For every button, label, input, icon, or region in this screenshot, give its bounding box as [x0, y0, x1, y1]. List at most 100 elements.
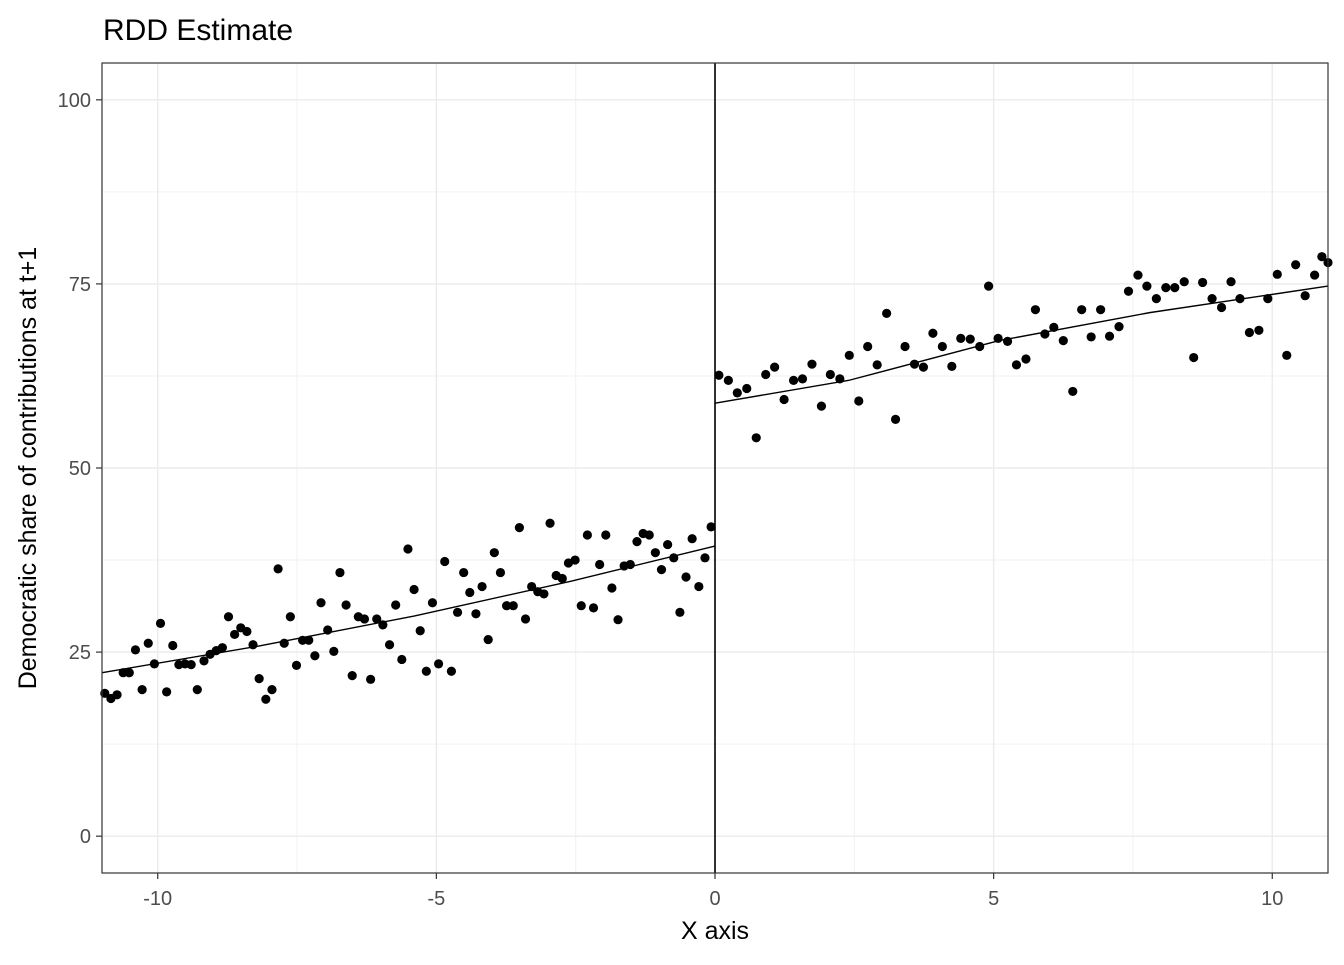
data-point-right — [788, 375, 799, 385]
data-point-right — [779, 394, 789, 405]
data-point-left — [223, 612, 234, 622]
data-point-right — [807, 359, 817, 369]
data-point-left — [137, 685, 147, 695]
data-point-left — [663, 539, 673, 550]
x-tick-label: 0 — [709, 888, 720, 910]
data-point-left — [335, 567, 345, 578]
data-point-left — [706, 522, 716, 532]
data-point-left — [433, 659, 444, 669]
data-point-right — [975, 341, 985, 352]
data-point-left — [440, 556, 450, 567]
data-point-left — [372, 614, 382, 624]
data-point-left — [347, 671, 357, 681]
data-point-left — [471, 609, 481, 619]
data-point-left — [267, 685, 277, 695]
data-point-left — [124, 668, 134, 678]
data-point-left — [415, 626, 425, 636]
data-point-right — [844, 350, 854, 360]
data-point-left — [329, 646, 339, 656]
y-tick-label: 75 — [69, 274, 91, 296]
x-tick-label: -10 — [143, 888, 172, 910]
data-point-right — [1142, 281, 1152, 291]
data-point-right — [947, 361, 957, 371]
y-tick-label: 100 — [58, 90, 91, 112]
data-point-right — [854, 396, 864, 406]
data-point-right — [1086, 332, 1096, 342]
data-point-right — [1040, 329, 1050, 339]
data-point-right — [1058, 336, 1068, 346]
data-point-right — [797, 374, 808, 384]
data-point-left — [452, 607, 463, 617]
data-point-right — [872, 360, 882, 370]
data-point-right — [890, 414, 901, 424]
data-point-left — [650, 548, 660, 558]
data-point-left — [508, 601, 518, 611]
x-tick-label: 5 — [988, 888, 999, 910]
y-tick-label: 25 — [69, 642, 91, 664]
data-point-left — [384, 640, 395, 650]
data-point-left — [495, 567, 506, 578]
data-point-right — [1263, 294, 1273, 304]
data-point-left — [199, 656, 209, 666]
data-point-right — [751, 433, 761, 443]
data-point-left — [273, 564, 283, 574]
data-point-right — [825, 369, 835, 380]
data-point-left — [700, 553, 710, 563]
data-point-right — [1317, 252, 1327, 262]
data-point-left — [397, 654, 407, 665]
data-point-right — [1272, 269, 1282, 279]
data-point-left — [186, 660, 196, 670]
data-point-left — [514, 523, 524, 533]
data-point-right — [882, 308, 892, 318]
data-point-right — [1068, 386, 1078, 397]
data-point-left — [155, 618, 166, 628]
data-point-right — [1011, 360, 1022, 370]
data-point-right — [1300, 291, 1310, 301]
data-point-left — [601, 530, 611, 540]
data-point-left — [242, 626, 252, 637]
data-point-left — [675, 607, 685, 617]
data-layer — [100, 63, 1333, 873]
data-point-left — [656, 565, 667, 575]
data-point-left — [427, 598, 438, 608]
data-point-right — [1123, 286, 1134, 296]
x-axis-label: X axis — [681, 917, 749, 945]
data-point-right — [937, 341, 947, 352]
data-point-left — [143, 638, 153, 648]
data-point-left — [539, 589, 549, 599]
data-point-right — [1114, 322, 1124, 332]
data-point-right — [984, 281, 994, 291]
data-point-right — [965, 334, 975, 344]
data-point-right — [1077, 305, 1087, 315]
x-tick-label: -5 — [427, 888, 445, 910]
data-point-right — [732, 388, 742, 398]
y-tick-label: 50 — [69, 458, 91, 480]
data-point-left — [477, 581, 487, 592]
data-point-right — [723, 375, 733, 385]
data-point-right — [1244, 327, 1255, 338]
data-point-right — [816, 401, 827, 411]
data-point-right — [1310, 270, 1320, 280]
data-point-right — [1096, 305, 1106, 315]
data-point-left — [694, 581, 704, 592]
data-point-left — [421, 666, 431, 676]
data-point-right — [1179, 277, 1189, 287]
y-axis-label: Democratic share of contributions at t+1 — [14, 247, 42, 690]
data-point-right — [1282, 350, 1292, 360]
data-point-left — [483, 634, 493, 645]
data-point-left — [254, 674, 264, 684]
data-point-left — [465, 587, 475, 598]
fit-line-left — [101, 545, 716, 674]
data-point-left — [446, 666, 457, 676]
data-point-left — [168, 640, 178, 651]
data-point-left — [459, 567, 469, 578]
data-point-right — [1161, 282, 1171, 293]
data-point-left — [192, 685, 202, 695]
data-point-left — [607, 583, 617, 593]
data-point-left — [341, 600, 351, 610]
data-point-right — [1207, 294, 1217, 304]
data-point-left — [687, 534, 697, 544]
data-point-left — [576, 601, 586, 611]
x-tick-label: 10 — [1261, 888, 1283, 910]
